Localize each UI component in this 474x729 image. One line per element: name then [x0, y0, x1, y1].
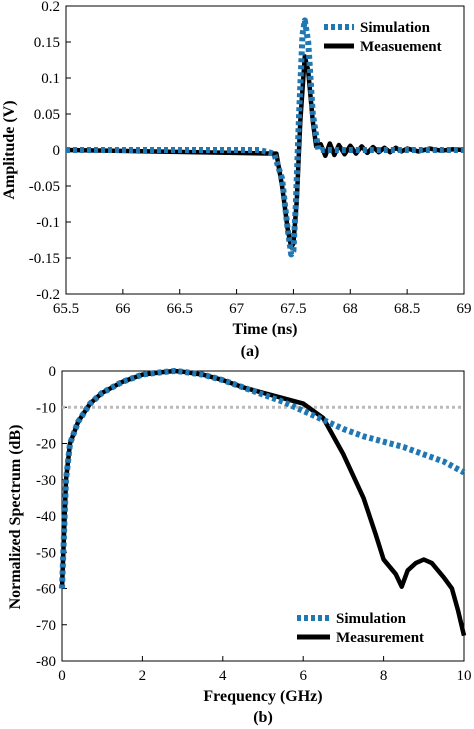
chart-a-y-axis-label: Amplitude (V): [1, 100, 18, 199]
chart-a-y-tick-label: 0.15: [34, 35, 60, 51]
chart-b-y-tick-label: 0: [49, 364, 57, 380]
chart-a-x-tick-label: 68.5: [394, 301, 420, 317]
chart-a-x-tick-label: 66: [115, 301, 131, 317]
chart-a-y-tick-label: -0.1: [36, 215, 60, 231]
chart-a-x-tick-label: 69: [457, 301, 472, 317]
chart-b-x-ticks: 0 2 4 6 8 10: [58, 656, 472, 684]
chart-a-y-tick-label: 0.2: [41, 0, 60, 15]
chart-a-y-ticks: -0.2 -0.15 -0.1 -0.05 0 0.05 0.1 0.15 0.2: [29, 0, 71, 303]
chart-b-y-tick-label: -40: [36, 509, 56, 525]
chart-b-x-tick-label: 0: [58, 668, 66, 684]
chart-a-y-tick-label: -0.2: [36, 287, 60, 303]
chart-b-y-tick-label: -60: [36, 582, 56, 598]
chart-b: 0 2 4 6 8 10 -80 -70 -60 -50 -40 -30 -20 -10 0 Freque…: [7, 364, 472, 726]
chart-a-x-ticks: 65.5 66 66.5 67 67.5 68 68.5 69: [53, 289, 472, 317]
chart-a-series: [65, 17, 465, 258]
chart-b-x-tick-label: 4: [219, 668, 227, 684]
chart-a-series-simulation: [66, 17, 464, 258]
chart-a-caption: (a): [241, 343, 260, 360]
chart-a-x-tick-label: 66.5: [167, 301, 193, 317]
chart-a-x-tick-label: 67: [229, 301, 245, 317]
chart-b-y-tick-label: -80: [36, 654, 56, 670]
chart-a-y-tick-label: -0.05: [29, 179, 60, 195]
chart-a-y-tick-label: 0: [53, 143, 61, 159]
chart-a-legend-label-simulation: Simulation: [360, 20, 431, 36]
chart-b-series-measurement: [59, 368, 467, 637]
chart-b-y-tick-label: -10: [36, 400, 56, 416]
chart-b-y-tick-label: -70: [36, 618, 56, 634]
chart-b-x-tick-label: 10: [457, 668, 472, 684]
chart-b-x-tick-label: 8: [380, 668, 388, 684]
chart-b-x-tick-label: 6: [299, 668, 307, 684]
chart-a: 65.5 66 66.5 67 67.5 68 68.5 69 -0.2-0.15-0.1-0…: [1, 0, 472, 360]
chart-b-y-axis-label: Normalized Spectrum (dB): [7, 425, 24, 610]
chart-a-y-tick-label: 0.1: [41, 71, 60, 87]
chart-b-y-tick-label: -20: [36, 437, 56, 453]
chart-b-x-axis-label: Frequency (GHz): [203, 688, 322, 705]
chart-b-series-simulation: [59, 368, 466, 589]
chart-b-y-tick-label: -50: [36, 545, 56, 561]
chart-a-legend-label-measurement: Measuement: [360, 39, 442, 55]
chart-a-x-tick-label: 67.5: [280, 301, 306, 317]
chart-b-legend: Simulation Measurement: [297, 611, 424, 646]
chart-a-y-tick-label: -0.15: [29, 251, 60, 267]
chart-a-y-tick-label: 0.05: [34, 107, 60, 123]
chart-b-caption: (b): [253, 709, 273, 726]
chart-b-series: [59, 368, 467, 637]
chart-b-legend-label-measurement: Measurement: [336, 630, 424, 646]
chart-a-x-tick-label: 65.5: [53, 301, 79, 317]
chart-b-y-ticks: -80 -70 -60 -50 -40 -30 -20 -10 0: [36, 364, 67, 670]
chart-b-y-tick-label: -30: [36, 473, 56, 489]
chart-a-x-axis-label: Time (ns): [232, 321, 297, 338]
chart-a-legend: Simulation Measuement: [324, 20, 442, 55]
chart-b-x-tick-label: 2: [139, 668, 147, 684]
chart-b-legend-label-simulation: Simulation: [336, 611, 407, 627]
chart-a-x-tick-label: 68: [343, 301, 358, 317]
